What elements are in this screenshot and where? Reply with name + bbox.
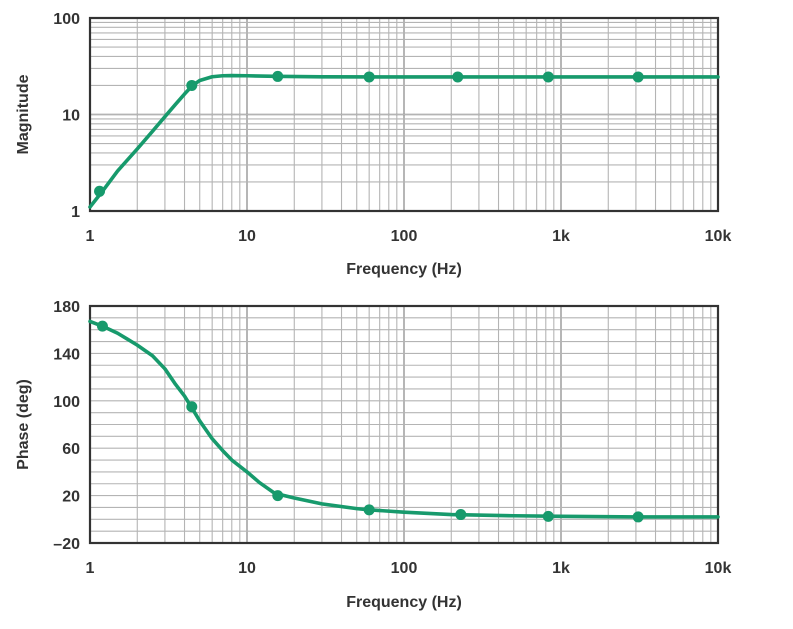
phase-x-tick-label: 1k [552,560,570,577]
phase-x-axis-title: Frequency (Hz) [346,594,462,611]
magnitude-grid [90,18,718,211]
magnitude-data-point [272,70,284,82]
phase-y-tick-label: 140 [53,346,80,363]
phase-chart: 1 10 100 1k 10k –20 20 60 100 140 180 Frequency (Hz… [15,299,731,611]
phase-y-tick-label: 20 [62,489,80,506]
magnitude-data-point [94,185,106,197]
magnitude-x-tick-label: 10k [705,228,732,245]
magnitude-data-point [542,71,554,83]
magnitude-y-tick-label: 10 [62,108,80,125]
magnitude-x-tick-label: 10 [238,228,256,245]
magnitude-curve [88,73,720,209]
phase-x-tick-label: 10 [238,560,256,577]
phase-plot-frame [88,304,720,545]
phase-grid [90,306,718,543]
magnitude-y-tick-label: 100 [53,11,80,28]
phase-y-tick-label: 60 [62,441,80,458]
phase-data-point [272,490,284,502]
magnitude-chart: 1 10 100 1k 10k 1 10 100 Frequency (Hz) Magnitude [15,11,731,278]
phase-y-tick-label: –20 [53,536,80,553]
phase-y-tick-label: 100 [53,394,80,411]
phase-data-point [96,320,108,332]
phase-data-point [632,511,644,523]
magnitude-data-point [452,71,464,83]
magnitude-x-tick-label: 1k [552,228,570,245]
phase-y-tick-label: 180 [53,299,80,316]
magnitude-data-point [632,71,644,83]
phase-x-tick-label: 10k [705,560,732,577]
phase-data-point [186,401,198,413]
phase-x-tick-label: 1 [86,560,95,577]
magnitude-data-point [186,79,198,91]
phase-data-point [455,509,467,521]
magnitude-x-axis-title: Frequency (Hz) [346,261,462,278]
phase-curve [88,319,720,519]
magnitude-x-tick-label: 1 [86,228,95,245]
magnitude-plot-frame [88,16,720,213]
magnitude-y-axis-title: Magnitude [15,74,32,154]
phase-x-tick-label: 100 [391,560,418,577]
magnitude-data-point [363,71,375,83]
magnitude-y-tick-label: 1 [71,204,80,221]
magnitude-x-tick-label: 100 [391,228,418,245]
phase-data-point [542,510,554,522]
phase-data-point [363,504,375,516]
phase-y-axis-title: Phase (deg) [15,379,32,470]
